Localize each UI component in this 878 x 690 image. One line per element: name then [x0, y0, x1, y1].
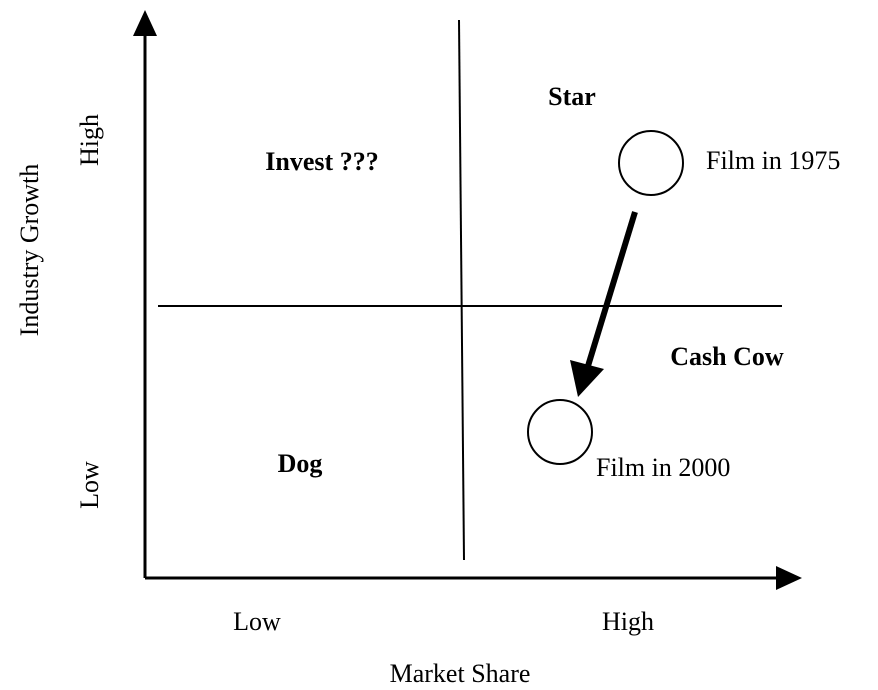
x-axis-arrow: [776, 566, 802, 590]
transition-arrow: [585, 211, 638, 367]
node-label: Film in 1975: [706, 146, 840, 175]
y-axis-label: Industry Growth: [15, 164, 44, 337]
y-low-label: Low: [75, 461, 104, 509]
quadrant-label: Star: [548, 82, 596, 111]
y-axis-arrow: [133, 10, 157, 36]
node-label: Film in 2000: [596, 453, 730, 482]
node-circle: [527, 399, 593, 465]
quadrant-label: Cash Cow: [670, 342, 784, 371]
transition-arrowhead: [570, 360, 604, 397]
quadrant-label: Dog: [278, 449, 323, 478]
quadrant-label: Invest ???: [265, 147, 378, 176]
x-low-label: Low: [233, 607, 281, 636]
x-axis-label: Market Share: [390, 659, 531, 688]
vertical-divider: [458, 19, 465, 561]
x-high-label: High: [602, 607, 654, 636]
y-high-label: High: [75, 114, 104, 166]
node-circle: [618, 130, 684, 196]
